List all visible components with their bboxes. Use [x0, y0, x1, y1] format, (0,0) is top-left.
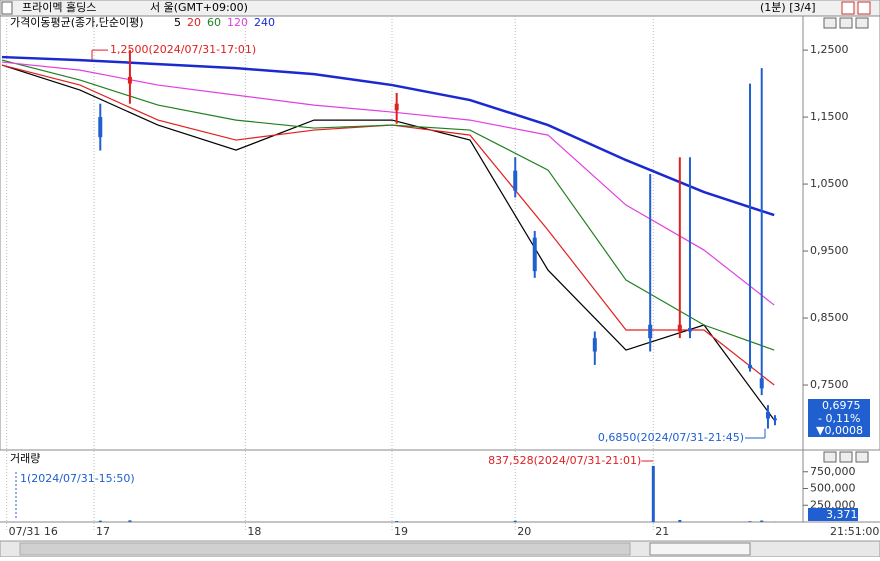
y-tick-label: 0,7500 — [810, 378, 849, 391]
pane-button[interactable] — [856, 452, 868, 462]
window-icon[interactable] — [2, 2, 12, 14]
interval: (1분) [3/4] — [760, 1, 815, 14]
legend-entry: 60 — [207, 16, 221, 29]
candle-body — [395, 104, 399, 111]
candle-body — [760, 378, 764, 388]
x-tick-label: 20 — [517, 525, 531, 538]
candle-body — [688, 328, 692, 331]
scroll-thumb[interactable] — [650, 543, 750, 555]
volume-max-note: 837,528(2024/07/31-21:01) — [488, 454, 641, 467]
pane-button[interactable] — [840, 18, 852, 28]
pane-button[interactable] — [824, 452, 836, 462]
high-note: 1,2500(2024/07/31-17:01) — [110, 43, 256, 56]
candle-body — [98, 117, 102, 137]
y-tick-label: 500,000 — [810, 482, 856, 495]
x-tick-label: 07/31 16 — [9, 525, 58, 538]
volume-last: 3,371 — [826, 508, 858, 521]
volume-bar — [128, 520, 131, 522]
candle-body — [533, 238, 537, 271]
x-tick-label: 21 — [655, 525, 669, 538]
y-tick-label: 1,1500 — [810, 110, 849, 123]
x-tick-label: 18 — [247, 525, 261, 538]
volume-bar — [514, 521, 517, 522]
volume-min-note: 1(2024/07/31-15:50) — [20, 472, 135, 485]
indicator-label: 가격이동평균(종가,단순이평) — [10, 16, 144, 29]
volume-bar — [760, 521, 763, 522]
title-bar — [0, 0, 880, 16]
end-time: 21:51:00 — [830, 525, 879, 538]
x-tick-label: 17 — [96, 525, 110, 538]
ma-line — [2, 57, 774, 215]
candle-body — [128, 77, 132, 84]
x-tick-label: 19 — [394, 525, 408, 538]
candle-body — [766, 412, 770, 419]
y-tick-label: 0,9500 — [810, 244, 849, 257]
stock-name: 프라이멕 홀딩스 — [22, 1, 96, 14]
y-tick-label: 750,000 — [810, 465, 856, 478]
volume-bar — [395, 521, 398, 522]
settings-button[interactable] — [842, 2, 854, 14]
pane-buttons — [824, 18, 868, 462]
pane-button[interactable] — [840, 452, 852, 462]
legend-entry: 5 — [174, 16, 181, 29]
y-tick-label: 0,8500 — [810, 311, 849, 324]
volume-bar — [678, 520, 681, 522]
candle-body — [648, 325, 652, 338]
ma-line — [2, 60, 774, 350]
candle-body — [678, 325, 682, 332]
ma-line — [2, 65, 774, 420]
candle-body — [513, 171, 517, 191]
candle-body — [593, 338, 597, 351]
volume-bar — [652, 466, 655, 522]
volume-bar — [99, 521, 102, 522]
volume-title: 거래량 — [10, 452, 40, 465]
legend-entry: 240 — [254, 16, 275, 29]
market: 서 울(GMT+09:00) — [150, 1, 248, 14]
scroll-track[interactable] — [20, 543, 630, 555]
legend-entry: 20 — [187, 16, 201, 29]
y-tick-label: 1,2500 — [810, 43, 849, 56]
change: ▼0,0008 — [816, 424, 863, 437]
pane-button[interactable] — [824, 18, 836, 28]
low-note: 0,6850(2024/07/31-21:45) — [598, 431, 744, 444]
ma-line — [2, 65, 774, 385]
y-tick-label: 1,0500 — [810, 177, 849, 190]
last-price: 0,6975 — [822, 399, 861, 412]
volume-bar — [749, 521, 752, 522]
pane-button[interactable] — [856, 18, 868, 28]
close-button[interactable] — [858, 2, 870, 14]
candle-body — [773, 419, 777, 421]
ma-line — [2, 62, 774, 305]
candle-body — [748, 365, 752, 368]
legend-entry: 120 — [227, 16, 248, 29]
